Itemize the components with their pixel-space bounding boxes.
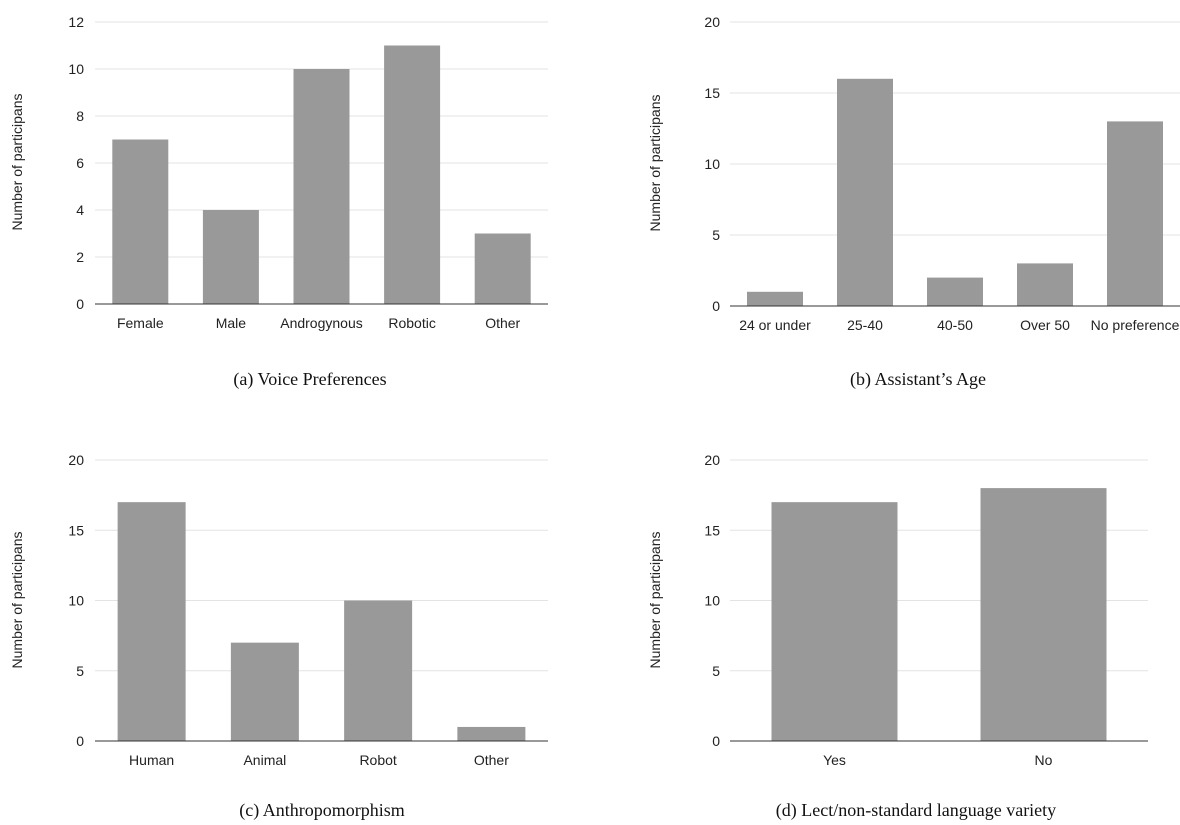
x-tick-label: Over 50	[1020, 317, 1070, 333]
y-tick-label: 5	[712, 227, 720, 243]
chart-caption: (c) Anthropomorphism	[239, 800, 404, 821]
y-tick-label: 8	[76, 108, 84, 124]
bar	[112, 139, 169, 304]
y-tick-label: 5	[712, 663, 720, 679]
bar	[927, 277, 983, 306]
chart-voice-preferences: Number of participans 0 2 4 6 8 10 12 Female Ma…	[9, 14, 548, 390]
x-tick-label: Androgynous	[280, 315, 363, 331]
bar	[837, 78, 893, 306]
chart-caption: (b) Assistant’s Age	[850, 369, 986, 390]
bar	[980, 488, 1107, 741]
x-tick-label: Robot	[359, 752, 396, 768]
y-tick-label: 12	[68, 14, 84, 30]
bar	[384, 45, 441, 304]
x-tick-label: Female	[117, 315, 164, 331]
y-tick-label: 2	[76, 249, 84, 265]
bar	[457, 726, 526, 741]
y-tick-label: 0	[712, 298, 720, 314]
chart-caption: (d) Lect/non-standard language variety	[776, 800, 1056, 821]
y-tick-label: 10	[68, 61, 84, 77]
y-axis-label: Number of participans	[9, 94, 25, 231]
chart-anthropomorphism: Number of participans 0 5 10 15 20 Human Anim…	[9, 452, 548, 821]
bar	[344, 600, 413, 741]
y-tick-label: 10	[68, 593, 84, 609]
y-tick-label: 15	[68, 522, 84, 538]
bar	[771, 502, 898, 741]
bar	[230, 642, 299, 741]
x-tick-label: No	[1035, 752, 1053, 768]
y-tick-label: 6	[76, 155, 84, 171]
bar	[202, 210, 259, 304]
y-tick-label: 15	[704, 522, 720, 538]
x-tick-label: 25-40	[847, 317, 883, 333]
x-tick-label: Animal	[243, 752, 286, 768]
x-tick-label: Yes	[823, 752, 846, 768]
y-tick-label: 0	[76, 733, 84, 749]
chart-lect-language-variety: Number of participans 0 5 10 15 20 Yes No (d)…	[647, 452, 1148, 821]
x-tick-label: Other	[485, 315, 520, 331]
bar	[1107, 121, 1163, 307]
y-tick-label: 5	[76, 663, 84, 679]
y-tick-label: 20	[704, 452, 720, 468]
chart-caption: (a) Voice Preferences	[233, 369, 386, 390]
x-tick-label: Robotic	[388, 315, 435, 331]
bar	[1017, 263, 1073, 306]
x-tick-label: Other	[474, 752, 509, 768]
x-tick-label: 40-50	[937, 317, 973, 333]
bar	[117, 502, 186, 741]
bar	[293, 69, 350, 304]
y-tick-label: 10	[704, 593, 720, 609]
y-tick-label: 0	[76, 296, 84, 312]
y-tick-label: 0	[712, 733, 720, 749]
y-axis-label: Number of participans	[647, 95, 663, 232]
bar	[474, 233, 531, 304]
y-tick-label: 15	[704, 85, 720, 101]
y-tick-label: 4	[76, 202, 84, 218]
x-tick-label: Male	[216, 315, 247, 331]
y-tick-label: 10	[704, 156, 720, 172]
x-tick-label: Human	[129, 752, 174, 768]
x-tick-label: 24 or under	[739, 317, 811, 333]
bar	[747, 291, 803, 306]
chart-assistants-age: Number of participans 0 5 10 15 20 24 or und…	[647, 14, 1180, 390]
y-tick-label: 20	[704, 14, 720, 30]
y-tick-label: 20	[68, 452, 84, 468]
y-axis-label: Number of participans	[9, 532, 25, 669]
x-tick-label: No preference	[1091, 317, 1180, 333]
y-axis-label: Number of participans	[647, 532, 663, 669]
